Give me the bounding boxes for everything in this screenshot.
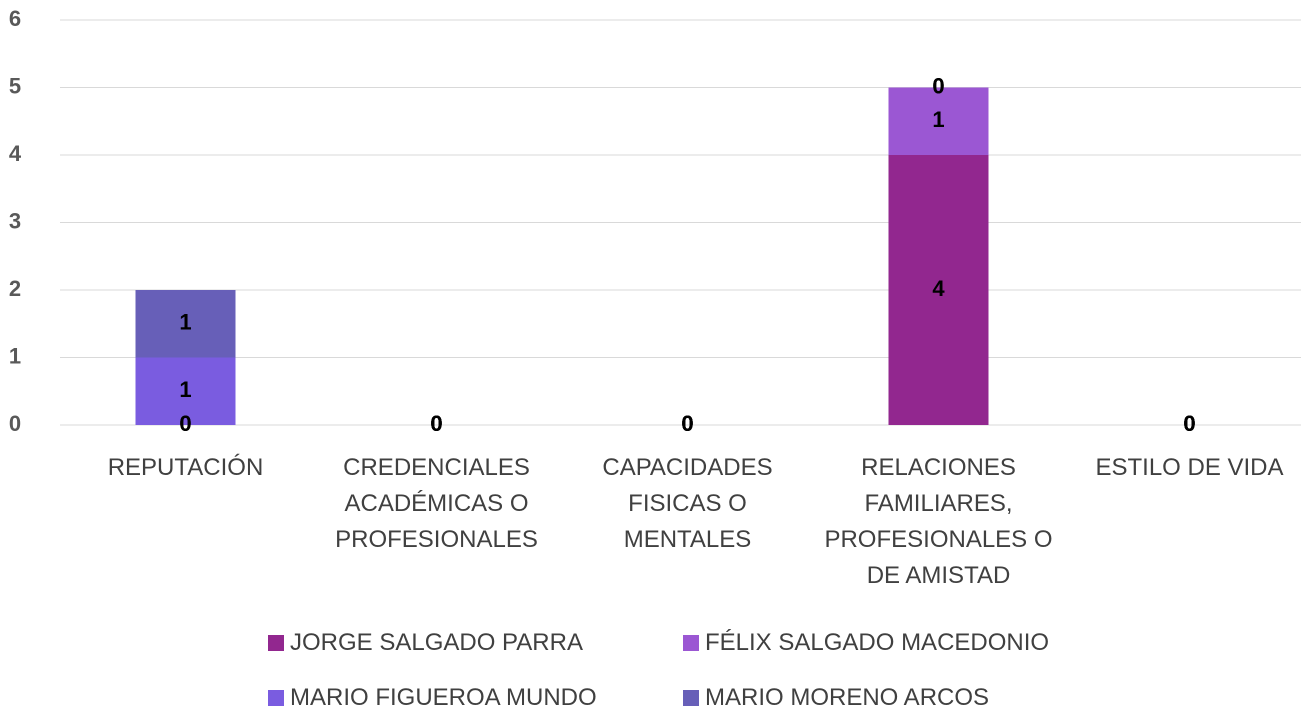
legend-swatch bbox=[268, 635, 284, 651]
bar-segment bbox=[135, 357, 236, 425]
data-label: 1 bbox=[932, 107, 944, 132]
y-tick-label: 6 bbox=[9, 6, 21, 31]
legend-swatch bbox=[268, 690, 284, 706]
legend-swatch bbox=[683, 690, 699, 706]
x-tick-label: ESTILO DE VIDA bbox=[1095, 454, 1284, 481]
x-tick-label: REPUTACIÓN bbox=[107, 454, 264, 481]
data-label: 0 bbox=[681, 411, 693, 436]
data-label: 0 bbox=[430, 411, 442, 436]
y-tick-label: 5 bbox=[9, 73, 21, 98]
data-label: 0 bbox=[1183, 411, 1195, 436]
legend-label: FÉLIX SALGADO MACEDONIO bbox=[705, 629, 1050, 656]
data-label: 0 bbox=[681, 411, 693, 436]
data-label: 0 bbox=[1183, 411, 1195, 436]
x-tick-label: RELACIONES FAMILIARES, PROFESIONALES O D… bbox=[824, 454, 1053, 589]
data-label: 0 bbox=[179, 411, 191, 436]
data-label: 0 bbox=[430, 411, 442, 436]
legend-item: FÉLIX SALGADO MACEDONIO bbox=[683, 629, 1049, 657]
y-tick-label: 3 bbox=[9, 208, 21, 233]
legend-item: JORGE SALGADO PARRA bbox=[268, 629, 583, 657]
legend-label: JORGE SALGADO PARRA bbox=[290, 629, 583, 656]
bar-segment bbox=[135, 290, 236, 358]
bar-segment bbox=[888, 155, 989, 425]
legend-label: MARIO MORENO ARCOS bbox=[705, 684, 990, 711]
y-tick-label: 1 bbox=[9, 343, 21, 368]
data-label: 0 bbox=[179, 411, 191, 436]
data-label: 0 bbox=[1183, 411, 1195, 436]
data-label: 1 bbox=[179, 377, 191, 402]
y-tick-label: 0 bbox=[9, 411, 21, 436]
data-label: 0 bbox=[932, 73, 944, 98]
data-label: 0 bbox=[430, 411, 442, 436]
data-label: 0 bbox=[681, 411, 693, 436]
x-tick-label: CREDENCIALES ACADÉMICAS O PROFESIONALES bbox=[335, 454, 538, 553]
legend-swatch bbox=[683, 635, 699, 651]
data-label: 0 bbox=[932, 73, 944, 98]
bar-segment bbox=[888, 87, 989, 155]
data-label: 1 bbox=[179, 310, 191, 335]
legend-item: MARIO FIGUEROA MUNDO bbox=[268, 684, 597, 712]
legend-label: MARIO FIGUEROA MUNDO bbox=[290, 684, 597, 711]
data-label: 0 bbox=[1183, 411, 1195, 436]
y-tick-label: 4 bbox=[9, 141, 22, 166]
data-label: 0 bbox=[681, 411, 693, 436]
legend-item: MARIO MORENO ARCOS bbox=[683, 684, 989, 712]
data-label: 0 bbox=[430, 411, 442, 436]
y-tick-label: 2 bbox=[9, 276, 21, 301]
data-label: 4 bbox=[932, 276, 945, 301]
x-tick-label: CAPACIDADES FISICAS O MENTALES bbox=[602, 454, 773, 553]
